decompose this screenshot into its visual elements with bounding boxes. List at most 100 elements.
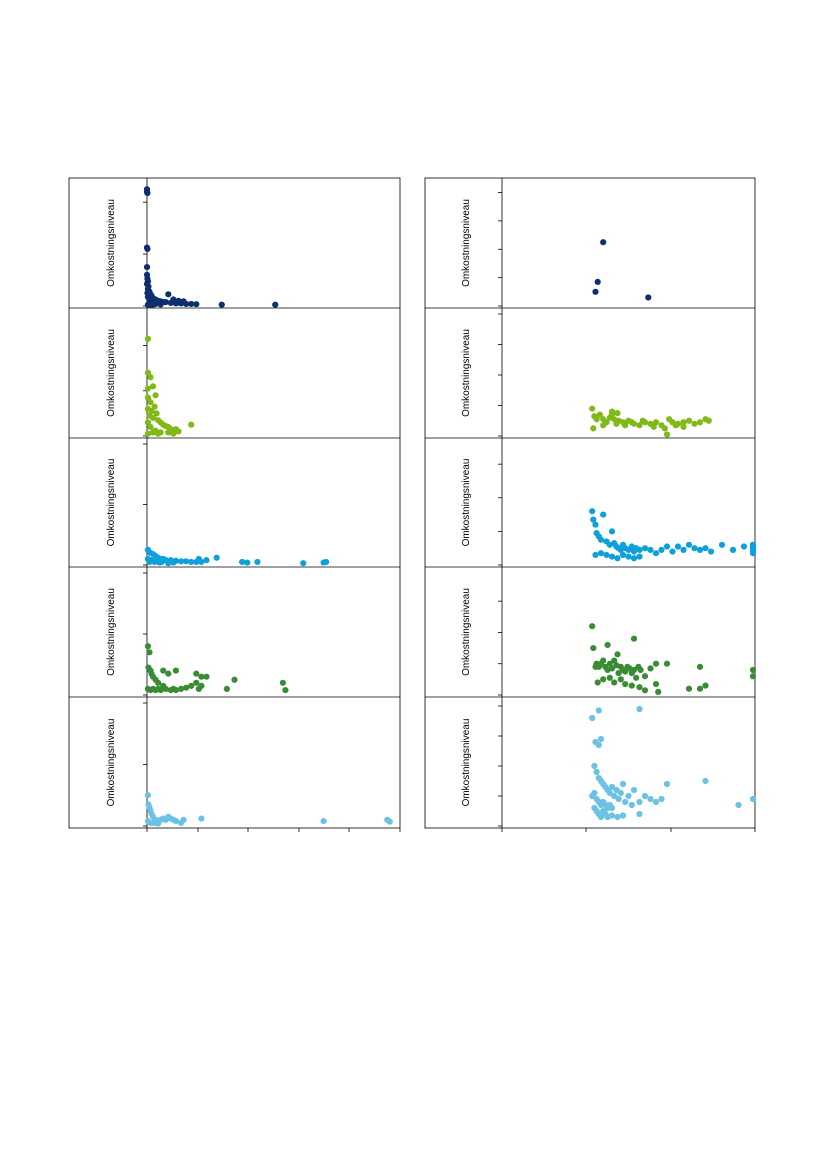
data-point — [608, 783, 616, 791]
data-point — [600, 511, 607, 518]
data-point — [691, 545, 698, 552]
data-point — [622, 798, 629, 806]
data-point — [652, 660, 660, 667]
data-point — [244, 559, 251, 566]
data-point — [729, 546, 737, 553]
data-point — [636, 546, 643, 553]
data-point — [674, 543, 682, 550]
data-point — [144, 643, 152, 650]
data-point — [589, 508, 596, 515]
data-point — [198, 682, 205, 689]
data-point — [630, 555, 638, 562]
data-point — [636, 422, 643, 429]
data-point — [608, 665, 616, 672]
data-point — [165, 560, 172, 567]
data-point — [144, 245, 151, 252]
panel-right-0: Omkostningsniveau — [461, 178, 652, 308]
data-point — [608, 528, 616, 535]
data-point — [193, 301, 200, 308]
data-point — [594, 278, 601, 285]
panel-right-1: Omkostningsniveau — [425, 307, 755, 438]
data-point — [147, 399, 154, 406]
data-point — [323, 558, 330, 566]
data-point — [696, 419, 704, 426]
data-point — [170, 296, 177, 303]
data-point — [685, 685, 693, 692]
data-point — [740, 543, 748, 550]
data-point — [147, 423, 154, 431]
data-point — [702, 545, 709, 552]
data-point — [155, 430, 162, 437]
data-point — [633, 674, 640, 681]
data-point — [615, 795, 622, 803]
y-axis-label: Omkostningsniveau — [106, 588, 117, 676]
data-point — [663, 780, 671, 788]
data-point — [151, 403, 158, 410]
data-point — [630, 666, 638, 674]
data-point — [188, 682, 195, 689]
y-axis-label: Omkostningsniveau — [461, 329, 472, 417]
data-point — [172, 687, 180, 694]
data-point — [597, 550, 605, 557]
data-point — [157, 301, 164, 308]
data-point — [636, 553, 643, 560]
data-point — [600, 657, 607, 664]
data-point — [628, 682, 635, 689]
data-point — [593, 768, 600, 776]
data-point — [647, 795, 654, 803]
data-point — [625, 553, 632, 560]
data-point — [146, 649, 153, 656]
plot-frame-left — [68, 177, 401, 829]
data-point — [652, 680, 660, 688]
data-point — [144, 419, 152, 426]
y-axis-label: Omkostningsniveau — [461, 459, 472, 547]
data-point — [613, 786, 620, 794]
data-point — [149, 383, 157, 390]
data-point — [162, 299, 169, 306]
data-point — [594, 679, 601, 686]
data-point — [674, 420, 682, 427]
data-point — [597, 536, 605, 543]
data-point — [593, 416, 600, 423]
data-point — [165, 670, 172, 677]
data-point — [614, 410, 621, 417]
data-point — [193, 679, 200, 686]
data-point — [143, 263, 151, 271]
data-point — [749, 666, 757, 674]
y-axis-label: Omkostningsniveau — [106, 459, 117, 547]
data-point — [152, 392, 159, 399]
data-point — [652, 419, 660, 426]
data-point — [636, 684, 643, 691]
data-point — [685, 417, 693, 424]
data-point — [641, 792, 649, 800]
data-point — [590, 644, 597, 652]
plot-frame-right — [424, 177, 756, 829]
data-point — [149, 414, 157, 422]
data-point — [647, 665, 654, 672]
data-point — [600, 239, 607, 246]
data-point — [591, 762, 598, 770]
data-point — [177, 558, 185, 565]
data-point — [696, 663, 704, 670]
data-point — [144, 792, 152, 799]
panel-left-0: Omkostningsniveau — [106, 178, 279, 308]
data-point — [718, 541, 726, 548]
data-point — [144, 385, 152, 392]
y-axis-label: Omkostningsniveau — [106, 329, 117, 417]
data-point — [155, 820, 162, 827]
data-point — [611, 792, 618, 800]
data-point — [153, 410, 160, 417]
data-point — [386, 818, 393, 825]
data-point — [641, 545, 649, 552]
y-axis-label: Omkostningsniveau — [106, 199, 117, 287]
data-point — [611, 657, 618, 664]
data-point — [702, 682, 709, 689]
data-point — [617, 676, 624, 683]
data-point — [144, 335, 152, 342]
data-point — [611, 679, 618, 686]
data-point — [175, 297, 182, 304]
data-point — [203, 673, 210, 680]
data-point — [144, 369, 152, 376]
data-point — [149, 429, 157, 436]
